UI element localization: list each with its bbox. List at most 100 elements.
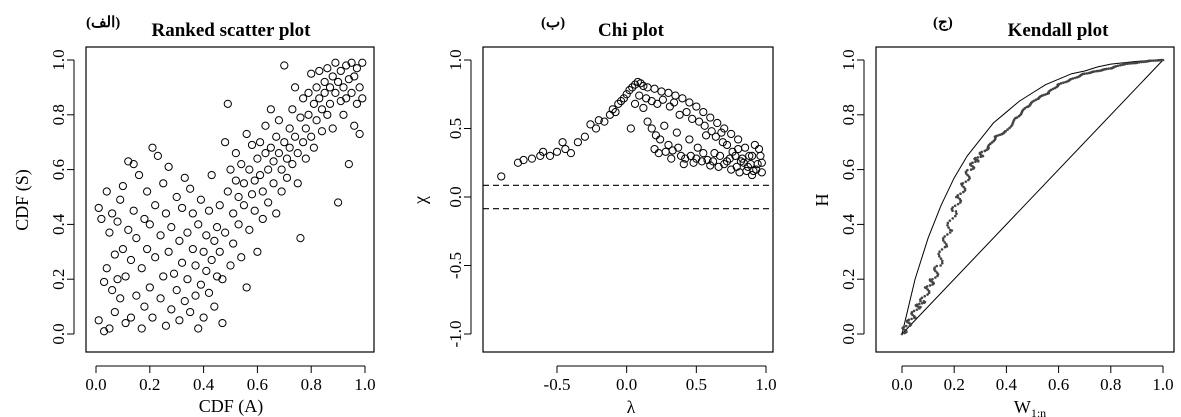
kendall-point <box>954 210 958 213</box>
panel-tag: (الف) <box>86 15 120 31</box>
y-tick-label: -1.0 <box>446 321 465 348</box>
scatter-point <box>630 80 640 89</box>
scatter-point <box>105 324 114 333</box>
scatter-point <box>175 316 184 325</box>
scatter-point <box>282 173 292 182</box>
scatter-point <box>186 184 195 193</box>
scatter-point <box>651 131 661 140</box>
kendall-point <box>1008 126 1011 130</box>
scatter-point <box>183 275 192 284</box>
scatter-point <box>727 129 736 139</box>
x-tick-label: 0.0 <box>616 375 637 394</box>
panel-tag: (ج) <box>933 15 953 31</box>
kendall-point <box>1137 60 1141 64</box>
scatter-point <box>274 149 284 158</box>
scatter-point <box>261 121 270 130</box>
scatter-point <box>164 162 173 171</box>
kendall-point <box>1059 82 1063 85</box>
scatter-point <box>134 170 144 180</box>
x-tick-label: 0.0 <box>85 375 106 394</box>
scatter-point <box>199 247 208 256</box>
scatter-point <box>188 244 197 254</box>
scatter-point <box>186 307 195 317</box>
scatter-point <box>280 61 289 70</box>
scatter-point <box>619 94 628 103</box>
scatter-point <box>293 179 302 188</box>
kendall-point <box>902 325 906 329</box>
kendall-point <box>1114 64 1118 68</box>
kendall-point <box>928 284 932 287</box>
kendall-point <box>948 219 952 222</box>
scatter-point <box>639 103 648 113</box>
scatter-point <box>239 179 249 188</box>
scatter-point <box>177 258 187 267</box>
y-tick-label: 0.2 <box>839 269 858 290</box>
scatter-point <box>344 160 353 169</box>
kendall-point <box>967 175 971 179</box>
scatter-point <box>320 88 329 97</box>
scatter-point <box>650 144 659 154</box>
scatter-point <box>558 138 567 147</box>
scatter-point <box>247 140 257 150</box>
scatter-point <box>722 157 732 166</box>
x-axis: 0.0 0.2 0.4 0.6 0.8 1.0 <box>891 365 1174 394</box>
scatter-points <box>497 77 766 181</box>
scatter-point <box>183 228 192 237</box>
kendall-point <box>904 324 908 328</box>
y-axis: 0.0 0.2 0.4 0.6 0.8 1.0 <box>839 49 865 345</box>
scatter-point <box>689 158 698 167</box>
scatter-point <box>296 234 305 243</box>
scatter-point <box>538 147 548 156</box>
kendall-point <box>959 192 962 196</box>
y-tick-label: 0.0 <box>446 186 465 207</box>
scatter-point <box>757 168 766 177</box>
kendall-point <box>1149 59 1153 63</box>
scatter-point <box>336 66 345 76</box>
kendall-point <box>934 276 937 279</box>
scatter-point <box>231 149 240 158</box>
scatter-point <box>258 187 267 196</box>
scatter-point <box>315 94 324 103</box>
scatter-point <box>223 187 232 196</box>
scatter-point <box>94 203 103 213</box>
scatter-point <box>699 107 708 117</box>
kendall-point <box>939 257 943 260</box>
kendall-point <box>1105 67 1108 71</box>
reference-lines <box>483 184 773 210</box>
y-tick-label: -0.5 <box>446 252 465 279</box>
kendall-point <box>974 160 977 164</box>
scatter-point <box>626 124 635 133</box>
panel-chi: (ب) Chi plot λ χ -0.5 0.0 0.5 1.0 -1.0 -0.5 0… <box>410 15 777 417</box>
y-tick-label: 0.2 <box>49 269 68 290</box>
scatter-point <box>156 294 165 303</box>
kendall-point <box>919 298 922 301</box>
diagonal-line <box>901 59 1164 335</box>
scatter-point <box>317 127 327 136</box>
scatter-point <box>99 277 109 287</box>
kendall-point <box>1107 67 1110 70</box>
scatter-point <box>647 124 656 133</box>
chart-title: Chi plot <box>598 20 665 41</box>
scatter-point <box>274 116 284 125</box>
kendall-point <box>971 161 974 164</box>
scatter-point <box>339 110 348 119</box>
scatter-point <box>137 324 146 333</box>
scatter-point <box>611 107 620 117</box>
scatter-point <box>180 297 189 306</box>
scatter-point <box>229 209 238 218</box>
kendall-point <box>1062 81 1065 84</box>
kendall-point <box>945 243 948 246</box>
scatter-point <box>580 132 589 141</box>
x-axis-label-subscript: 1:n <box>1031 406 1046 417</box>
scatter-point <box>616 97 626 106</box>
scatter-point <box>545 151 555 160</box>
scatter-point <box>159 272 168 281</box>
kendall-point <box>928 278 932 281</box>
scatter-point <box>215 201 224 210</box>
scatter-point <box>132 291 141 300</box>
scatter-point <box>323 110 332 119</box>
scatter-point <box>636 79 645 88</box>
kendall-point <box>961 182 965 185</box>
scatter-point <box>747 151 757 160</box>
y-tick-label: 0.0 <box>49 323 68 344</box>
